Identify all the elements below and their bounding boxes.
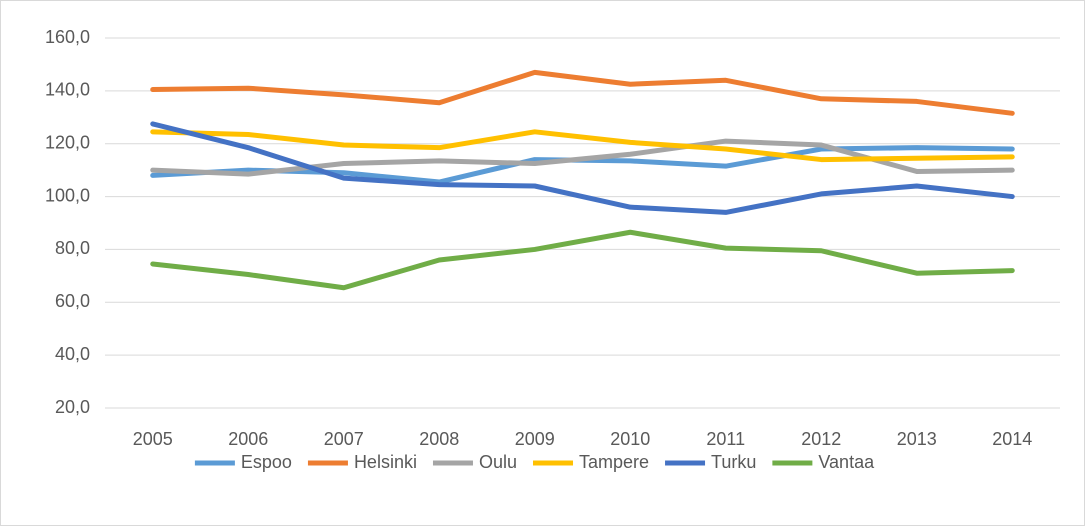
y-tick-label: 80,0 (55, 238, 90, 258)
y-tick-label: 120,0 (45, 132, 90, 152)
legend-label: Tampere (579, 452, 649, 472)
legend-label: Turku (711, 452, 756, 472)
y-tick-label: 60,0 (55, 291, 90, 311)
legend-label: Oulu (479, 452, 517, 472)
x-tick-label: 2012 (801, 429, 841, 449)
x-tick-label: 2008 (419, 429, 459, 449)
y-tick-label: 40,0 (55, 344, 90, 364)
legend-label: Vantaa (818, 452, 875, 472)
legend-label: Helsinki (354, 452, 417, 472)
x-tick-label: 2010 (610, 429, 650, 449)
x-tick-label: 2007 (324, 429, 364, 449)
series-line (150, 121, 1015, 215)
y-tick-label: 100,0 (45, 185, 90, 205)
x-tick-label: 2011 (706, 429, 745, 449)
x-tick-label: 2005 (133, 429, 173, 449)
x-tick-label: 2006 (228, 429, 268, 449)
x-tick-label: 2009 (515, 429, 555, 449)
x-tick-label: 2013 (897, 429, 937, 449)
series-line (150, 229, 1015, 291)
y-tick-label: 20,0 (55, 397, 90, 417)
series-line (150, 69, 1015, 116)
y-tick-label: 140,0 (45, 80, 90, 100)
y-tick-label: 160,0 (45, 27, 90, 47)
series-line (150, 129, 1015, 163)
legend-label: Espoo (241, 452, 292, 472)
x-tick-label: 2014 (992, 429, 1032, 449)
